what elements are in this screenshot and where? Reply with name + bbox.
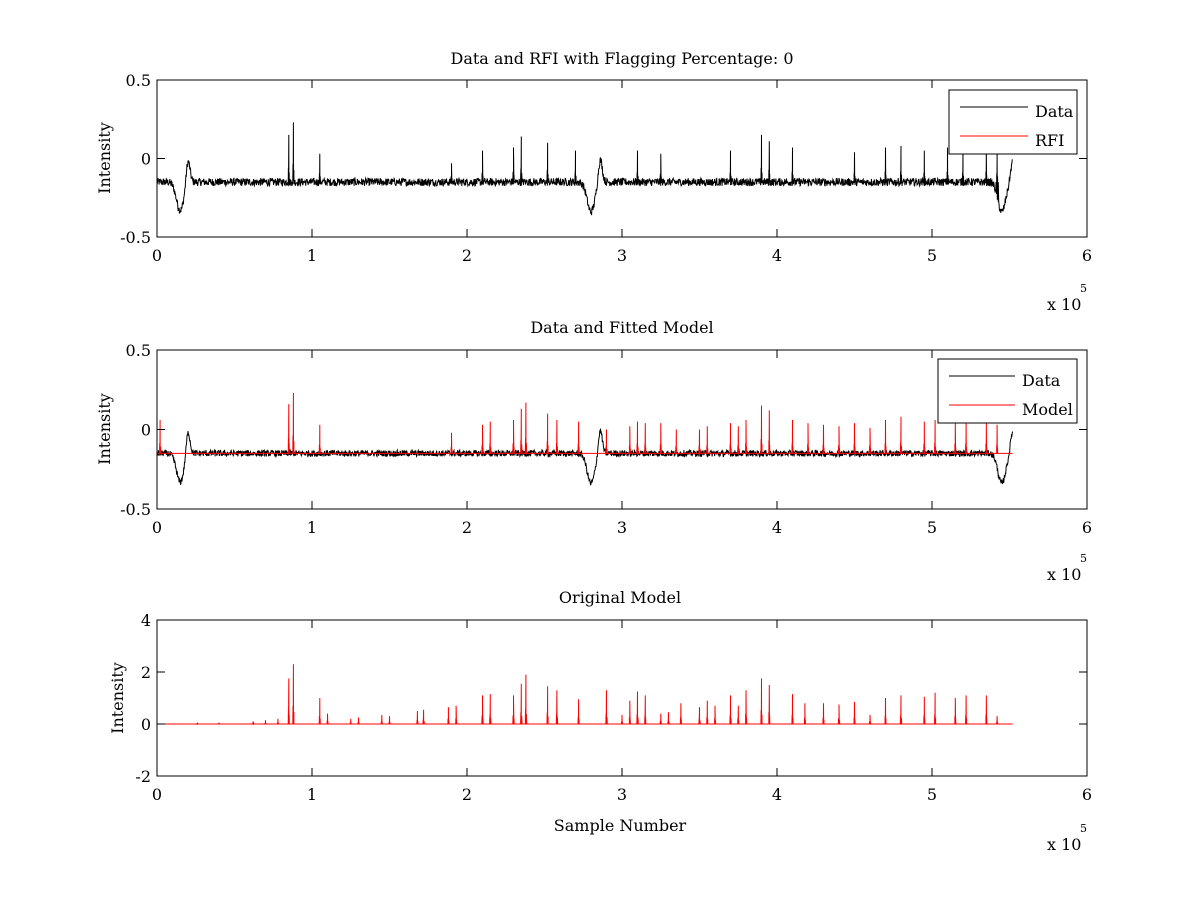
plot-1-xtick-label: 0 [152, 246, 162, 265]
panel-2: 0 1 2 3 4 5 6-0.500.5 Data and Fitted Model In… [95, 318, 1092, 584]
plot-2-legend-label-model: Model [1022, 400, 1073, 419]
plot-3-ylabel: Intensity [108, 662, 127, 734]
plot-1-legend-box [948, 89, 1078, 155]
plot-1-ytick-label: 0.5 [126, 71, 151, 90]
plot-1-ylabel: Intensity [95, 122, 114, 194]
plot-1-legend: Data RFI [948, 89, 1078, 155]
plot-2-legend: Data Model [937, 358, 1078, 424]
plot-3-exponent-power: 5 [1080, 822, 1087, 835]
plot-3-xtick-label: 5 [927, 785, 937, 804]
plot-3-exponent-base: x 10 [1047, 835, 1081, 854]
plot-3-xtick-label: 6 [1082, 785, 1092, 804]
plot-2-series-layer [157, 392, 1014, 486]
plot-3-ytick-label: 2 [141, 663, 151, 682]
plot-2-xtick-label: 0 [152, 518, 162, 537]
plot-1-xtick-label: 6 [1082, 246, 1092, 265]
plot-3-ytick-label: -2 [135, 767, 151, 786]
panel-1: 0 1 2 3 4 5 6-0.500.5 Data and RFI with Flaggi… [95, 49, 1092, 314]
plot-2-xtick-label: 5 [927, 518, 937, 537]
plot-1-legend-label-data: Data [1035, 102, 1074, 121]
plot-1-xtick-label: 5 [927, 246, 937, 265]
plot-1-legend-label-rfi: RFI [1035, 131, 1064, 150]
plot-1-xtick-label: 3 [617, 246, 627, 265]
plot-1-ytick-label: 0 [141, 150, 151, 169]
plot-1-series-layer [157, 122, 1013, 216]
plot-1-xtick-label: 4 [772, 246, 782, 265]
plot-3-xtick-label: 4 [772, 785, 782, 804]
plot-1-exponent-base: x 10 [1047, 295, 1081, 314]
plot-2-ytick-label: 0.5 [126, 341, 151, 360]
plot-3-title: Original Model [559, 588, 681, 607]
plot-3-series-model-line [157, 664, 1013, 726]
plot-2-xtick-label: 4 [772, 518, 782, 537]
plot-2-ylabel: Intensity [95, 393, 114, 465]
plot-2-legend-box [937, 358, 1078, 424]
plot-2-ticks: 0 1 2 3 4 5 6-0.500.5 [120, 341, 1092, 537]
plot-3-axes-box [156, 619, 1088, 777]
plot-1-title: Data and RFI with Flagging Percentage: 0 [450, 49, 793, 68]
plot-2-xtick-label: 2 [462, 518, 472, 537]
plot-2-legend-label-data: Data [1022, 371, 1061, 390]
plot-3-ytick-label: 0 [141, 715, 151, 734]
plot-1-exponent-power: 5 [1080, 282, 1087, 295]
plot-3-xtick-label: 0 [152, 785, 162, 804]
plot-3-ytick-label: 4 [141, 611, 151, 630]
plot-1-ytick-label: -0.5 [120, 228, 151, 247]
plot-3-xtick-label: 3 [617, 785, 627, 804]
plot-2-ytick-label: -0.5 [120, 500, 151, 519]
plot-1-xtick-label: 1 [307, 246, 317, 265]
plot-2-exponent-power: 5 [1080, 552, 1087, 565]
plot-2-ytick-label: 0 [141, 421, 151, 440]
plot-2-series-data-line [157, 428, 1014, 486]
plot-1-series-data-line [157, 122, 1013, 216]
plot-3-xtick-label: 1 [307, 785, 317, 804]
plot-1-ticks: 0 1 2 3 4 5 6-0.500.5 [120, 71, 1092, 265]
plot-2-exponent-base: x 10 [1047, 565, 1081, 584]
plot-2-series-model-line [157, 392, 1013, 454]
plot-2-xtick-label: 6 [1082, 518, 1092, 537]
plot-3-xtick-label: 2 [462, 785, 472, 804]
plot-2-xtick-label: 3 [617, 518, 627, 537]
plot-3-xlabel: Sample Number [554, 816, 687, 835]
plot-2-xtick-label: 1 [307, 518, 317, 537]
plot-3-series-layer [157, 664, 1013, 726]
plot-1-xtick-label: 2 [462, 246, 472, 265]
plot-2-title: Data and Fitted Model [530, 318, 713, 337]
